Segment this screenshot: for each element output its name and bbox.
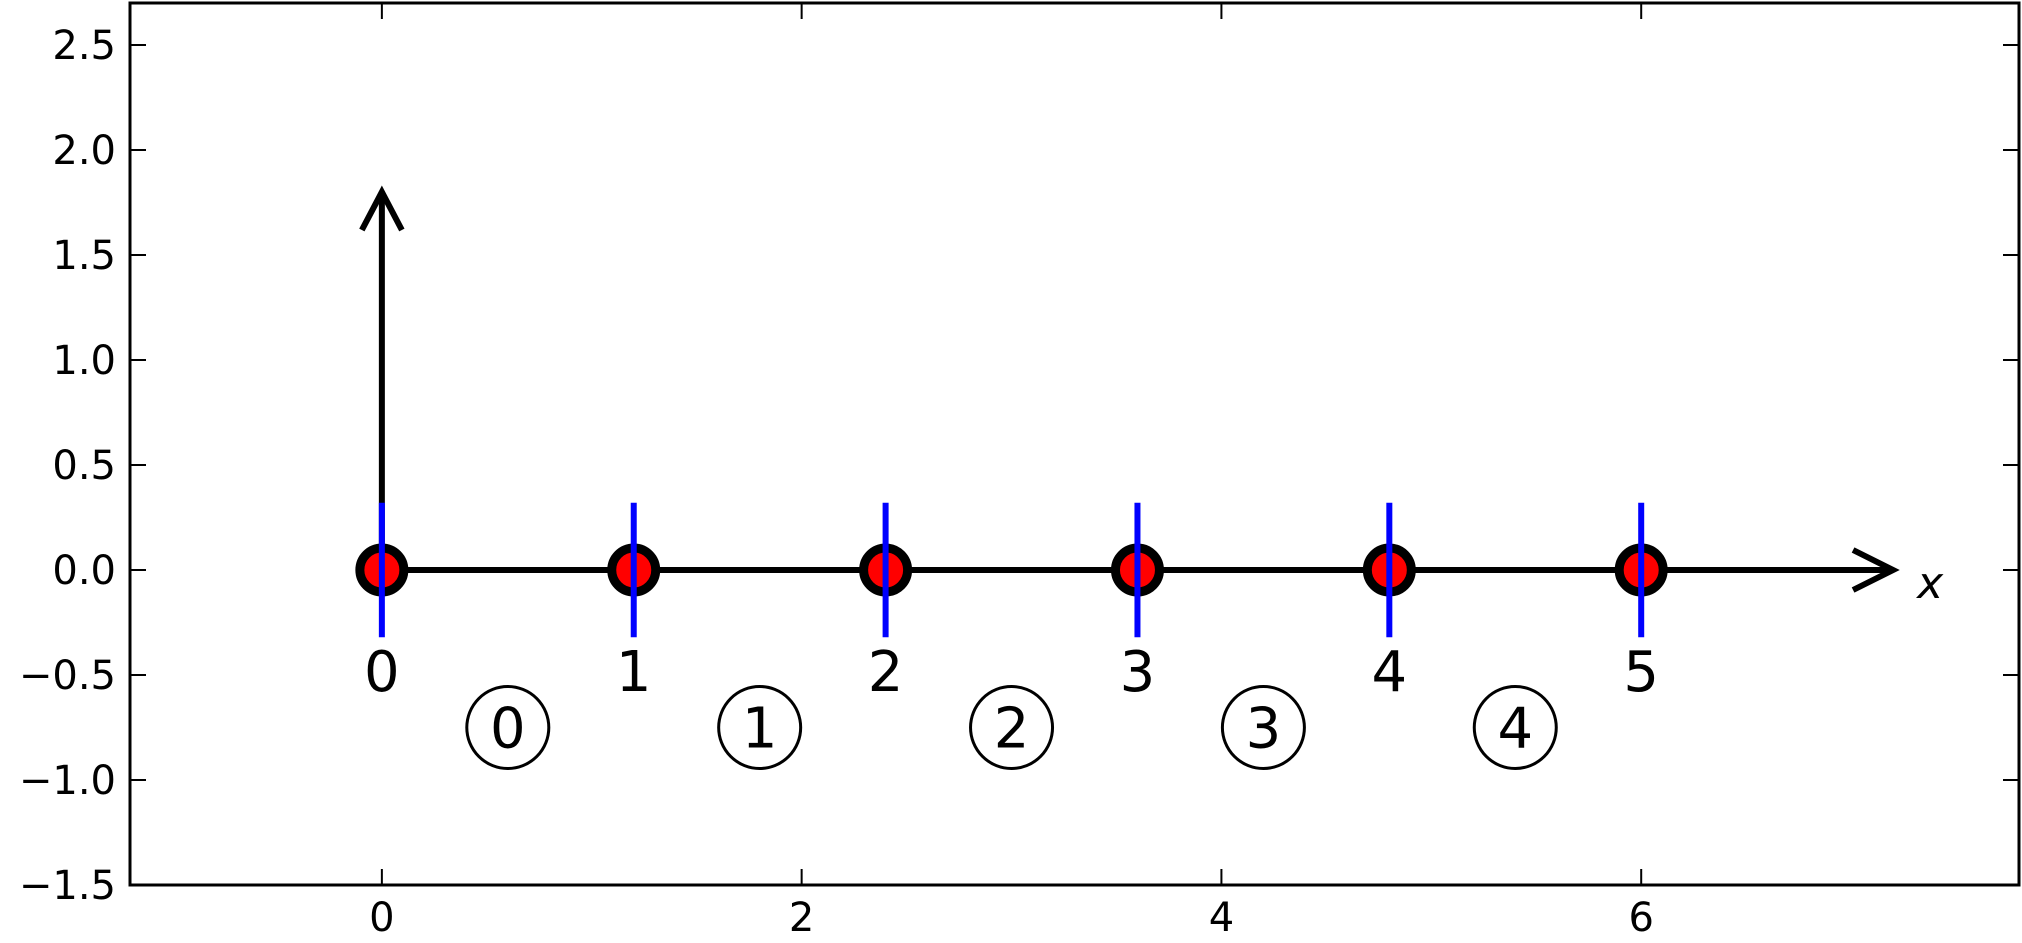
y-tick-label: 0.5 — [52, 443, 116, 489]
x-tick-label: 0 — [369, 895, 394, 939]
y-tick-label: 2.0 — [52, 128, 116, 174]
element-circle — [465, 685, 551, 770]
node-label: 5 — [1623, 640, 1659, 705]
labels-layer: 0 1 2 3 4 5 — [364, 640, 1659, 705]
ticks-layer: 0 2 4 6 2.5 2.0 1.5 1.0 0.5 0.0 −0.5 −1.0 −1.5 — [19, 3, 2019, 941]
node-label: 3 — [1120, 640, 1156, 705]
plot-frame — [128, 1, 2021, 887]
x-tick-label: 6 — [1628, 895, 1653, 939]
x-tick-label: 2 — [789, 895, 814, 939]
x-tick-label: 4 — [1209, 895, 1234, 939]
node-label: 4 — [1372, 640, 1408, 705]
markers-layer — [378, 502, 1645, 638]
elements-layer: 0 1 2 3 4 — [465, 685, 1558, 770]
y-tick-label: −0.5 — [19, 653, 116, 699]
element-circle — [1472, 685, 1558, 770]
y-tick-label: 1.5 — [52, 233, 116, 279]
element-circle — [969, 685, 1055, 770]
x-axis-arrow-head — [1851, 547, 1900, 593]
y-tick-label: −1.5 — [19, 863, 116, 909]
arrows-layer: x — [359, 185, 1944, 609]
element-label: 3 — [1246, 697, 1282, 762]
element-circle — [717, 685, 803, 770]
node-label: 2 — [868, 640, 904, 705]
y-tick-label: 1.0 — [52, 338, 116, 384]
element-label: 4 — [1497, 697, 1533, 762]
y-tick-label: −1.0 — [19, 758, 116, 804]
y-axis-arrow-head — [359, 185, 405, 232]
element-label: 2 — [994, 697, 1030, 762]
node-label: 1 — [616, 640, 652, 705]
element-label: 1 — [742, 697, 778, 762]
y-tick-label: 2.5 — [52, 23, 116, 69]
x-axis-label: x — [1915, 558, 1944, 609]
y-tick-label: 0.0 — [52, 548, 116, 594]
element-circle — [1220, 685, 1306, 770]
element-label: 0 — [490, 697, 526, 762]
node-label: 0 — [364, 640, 400, 705]
